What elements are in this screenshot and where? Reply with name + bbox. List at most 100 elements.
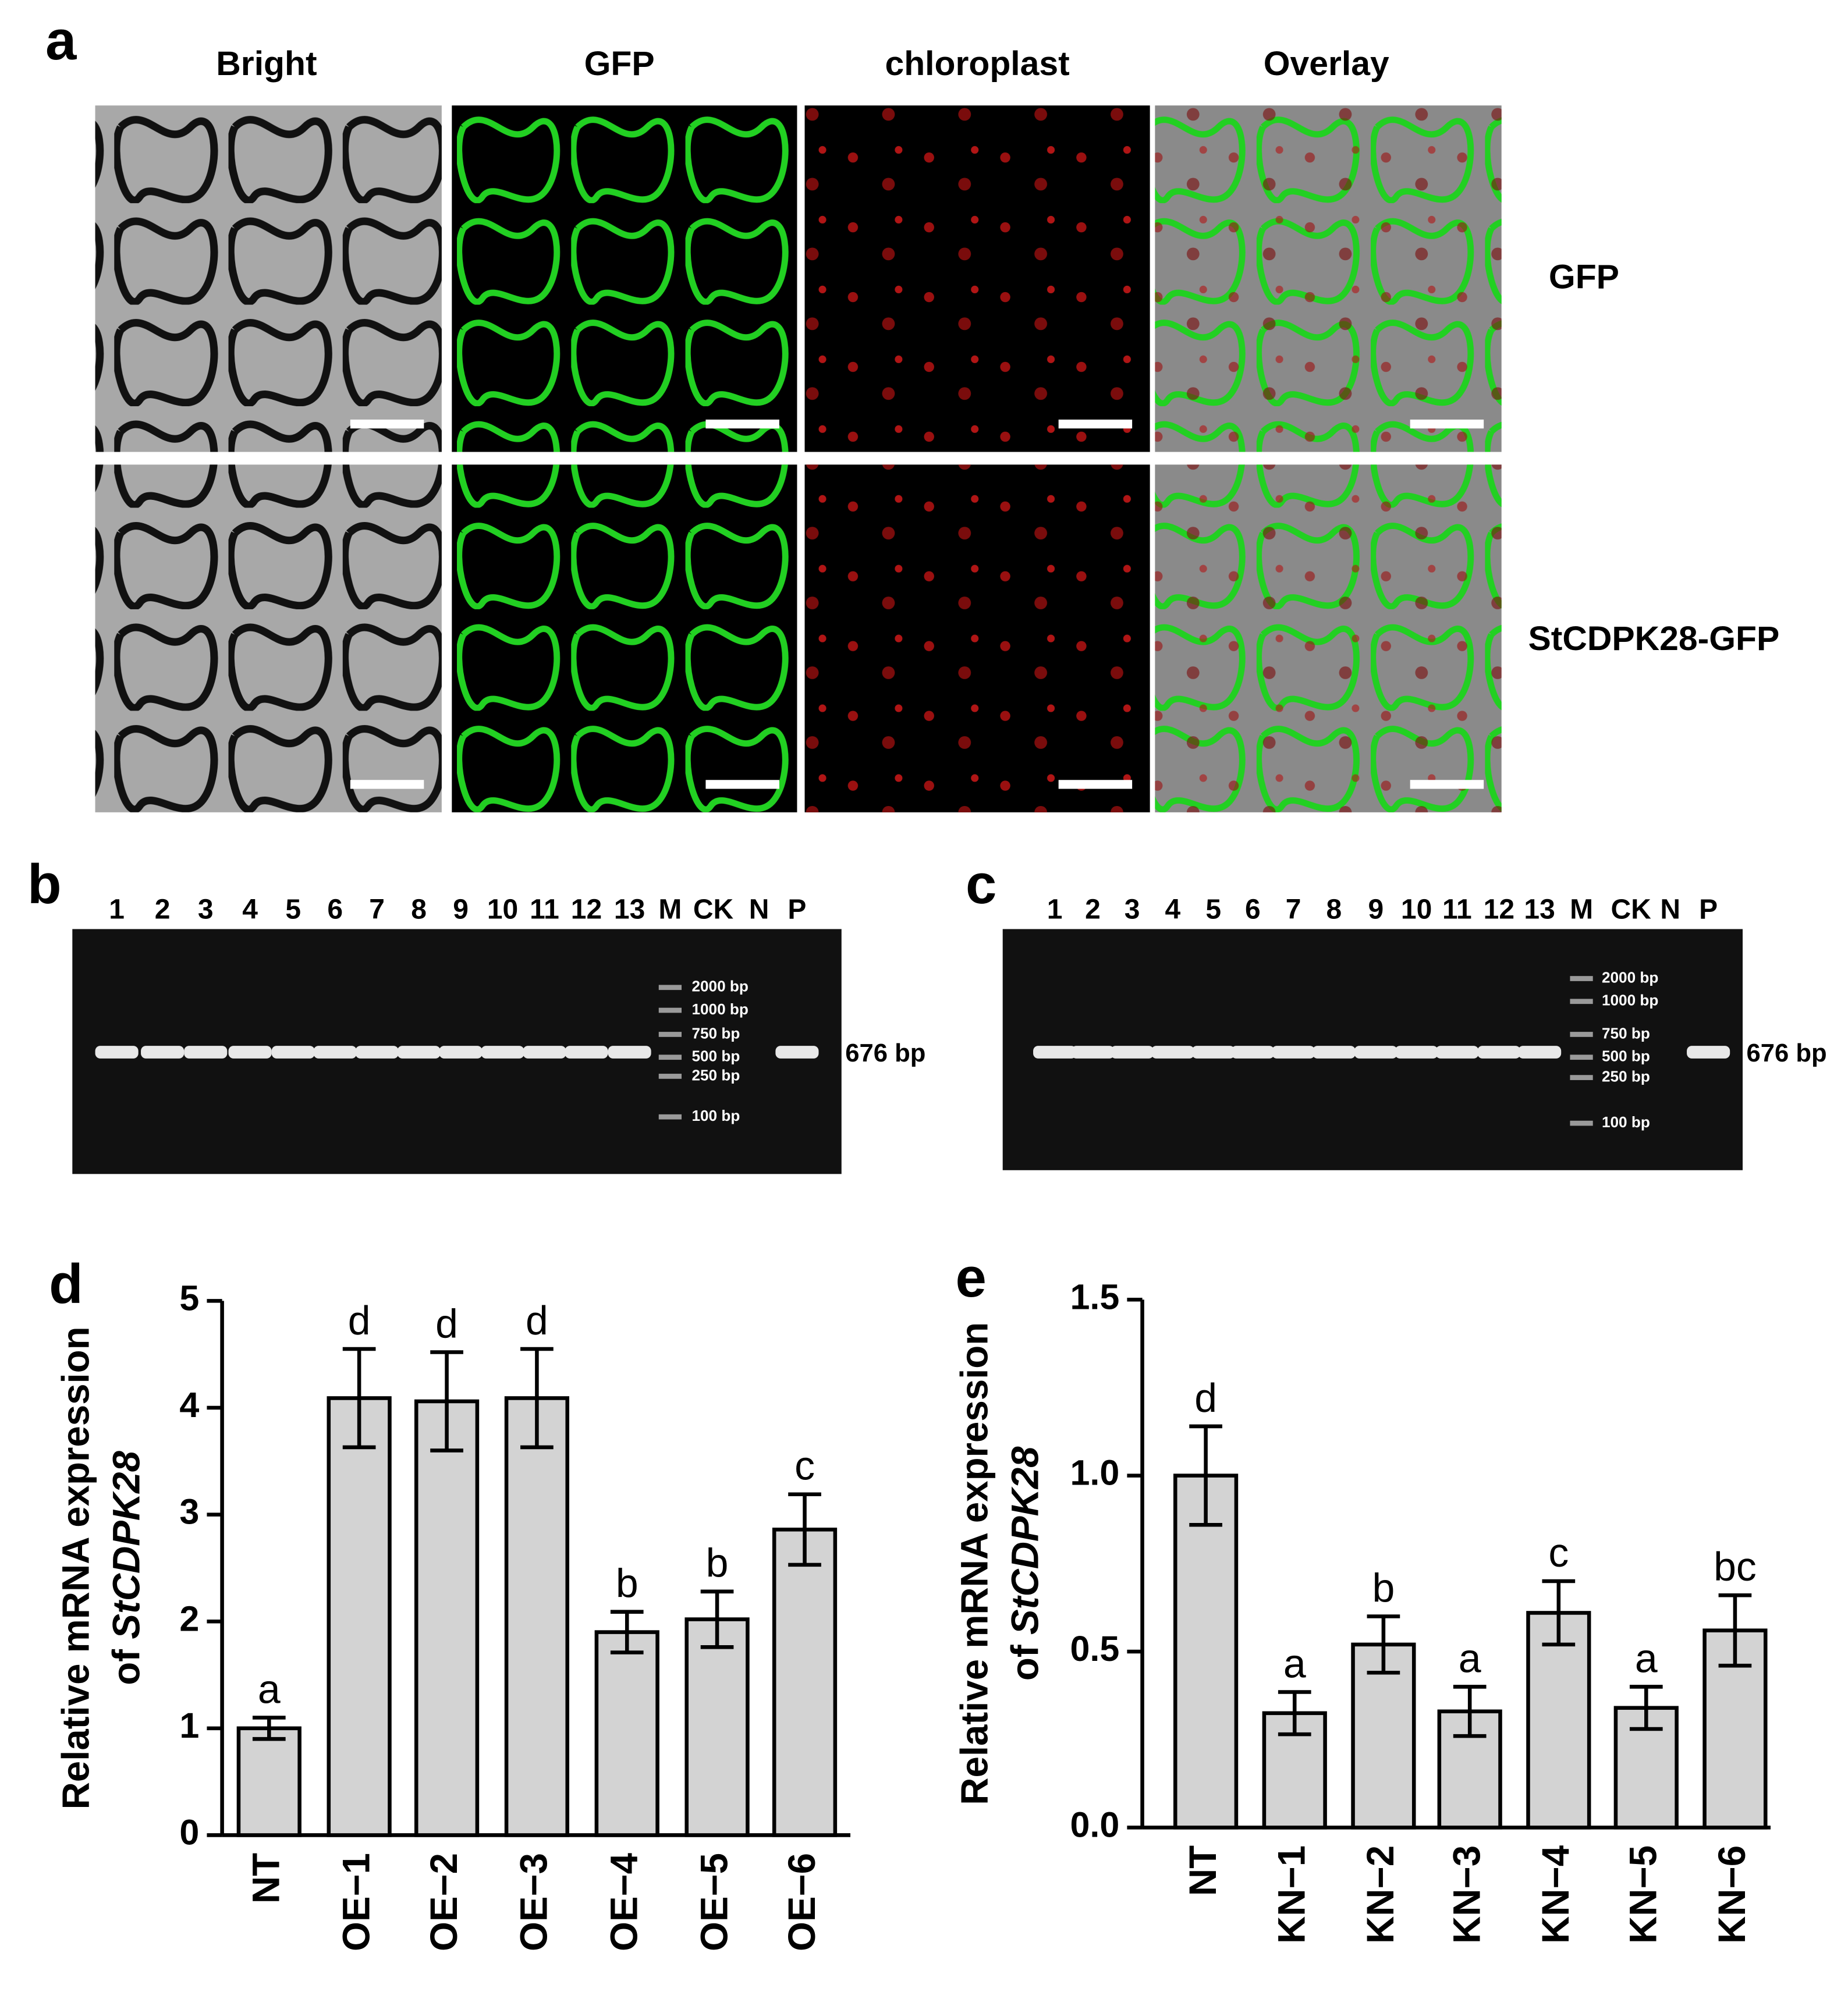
dna-band [228,1046,272,1059]
dna-band [1354,1046,1397,1059]
band-size-label: 676 bp [845,1039,925,1067]
dna-band [1033,1046,1077,1059]
ladder-label: 1000 bp [1602,992,1658,1009]
dna-band [1687,1046,1730,1059]
lane-label: 6 [1245,894,1261,925]
significance-letter: c [1548,1530,1569,1575]
significance-letter: d [526,1298,548,1343]
micrograph-texture [1155,105,1502,452]
ladder-label: 1000 bp [691,1000,748,1018]
y-tick-label: 0.5 [1070,1629,1119,1668]
ladder-band [658,1007,682,1013]
significance-letter: a [1283,1641,1306,1686]
bar [1173,1473,1239,1830]
micrograph-texture [804,105,1150,452]
ladder-band [1570,1075,1593,1080]
lane-label: 10 [487,894,518,925]
ladder-label: 500 bp [691,1048,740,1065]
y-axis-label-prefix: of [1004,1645,1047,1681]
ladder-band [1570,999,1593,1004]
significance-letter: b [1372,1565,1395,1610]
lane-label: 3 [198,894,214,925]
x-tick-label: KN−3 [1445,1845,1488,1944]
lane-label: 9 [453,894,469,925]
dna-band [775,1046,819,1059]
bar [1351,1642,1416,1830]
column-header: Overlay [1264,45,1389,83]
dna-band [1191,1046,1235,1059]
micrograph-texture [95,105,442,452]
significance-letter: d [435,1301,458,1346]
micrograph-texture [95,464,442,812]
dna-band [1111,1046,1154,1059]
ladder-label: 250 bp [691,1066,740,1084]
column-header: GFP [584,45,655,83]
dna-band [355,1046,399,1059]
y-axis-label: Relative mRNA expression [54,1326,97,1809]
ladder-label: 250 bp [1602,1068,1650,1085]
dna-band [313,1046,357,1059]
ladder-label: 2000 bp [1602,968,1658,986]
x-tick-label: OE−4 [603,1852,645,1951]
ladder-label: 750 bp [1602,1024,1650,1042]
lane-label: 3 [1125,894,1140,925]
significance-letter: b [616,1561,639,1606]
significance-letter: b [706,1540,729,1586]
y-tick-label: 2 [179,1599,199,1638]
significance-letter: bc [1714,1544,1757,1589]
lane-label: 10 [1401,894,1432,925]
panel-label: a [45,9,77,72]
ladder-band [658,1074,682,1079]
column-header: chloroplast [885,45,1069,83]
lane-label: 11 [530,894,559,925]
lane-label: 4 [242,894,258,925]
dna-band [141,1046,185,1059]
lane-label: 12 [1484,894,1514,925]
lane-label: M [658,894,682,925]
micrograph-texture [1155,464,1502,812]
lane-label: 4 [1165,894,1181,925]
lane-label: 13 [1524,894,1555,925]
ladder-label: 100 bp [691,1107,740,1124]
ladder-band [1570,1032,1593,1037]
y-tick-label: 5 [179,1279,199,1318]
y-tick-label: 1 [179,1706,199,1745]
y-tick-label: 1.0 [1070,1453,1119,1493]
y-axis-label: Relative mRNA expression [953,1322,995,1805]
y-tick-label: 0.0 [1070,1805,1119,1844]
y-tick-label: 3 [179,1492,199,1532]
lane-label: 2 [1085,894,1101,925]
y-axis-label: of StCDPK28 [1004,1446,1047,1681]
dna-band [523,1046,566,1059]
dna-band [1071,1046,1115,1059]
x-tick-label: OE−5 [693,1853,735,1951]
ladder-band [658,1054,682,1060]
ladder-band [1570,1120,1593,1126]
ladder-band [658,1032,682,1037]
x-tick-label: OE−6 [781,1853,823,1951]
dna-band [271,1046,315,1059]
column-header: Bright [216,45,317,83]
lane-label: CK [693,894,734,925]
lane-label: 8 [1326,894,1342,925]
y-tick-label: 4 [179,1385,199,1425]
band-size-label: 676 bp [1747,1039,1827,1067]
y-tick-label: 1.5 [1070,1277,1119,1316]
row-label: GFP [1549,258,1619,296]
lane-label: 2 [155,894,171,925]
dna-band [565,1046,608,1059]
panel-label: c [966,853,996,915]
ladder-band [1570,1054,1593,1060]
bar [236,1726,302,1837]
bar [684,1617,750,1837]
lane-label: 12 [571,894,602,925]
row-label: StCDPK28-GFP [1528,620,1780,658]
dna-band [1435,1046,1479,1059]
lane-label: P [788,894,806,925]
dna-band [439,1046,483,1059]
dna-band [1151,1046,1194,1059]
ladder-band [658,1114,682,1120]
panel-label: b [27,853,62,915]
micrograph-texture [452,105,797,452]
